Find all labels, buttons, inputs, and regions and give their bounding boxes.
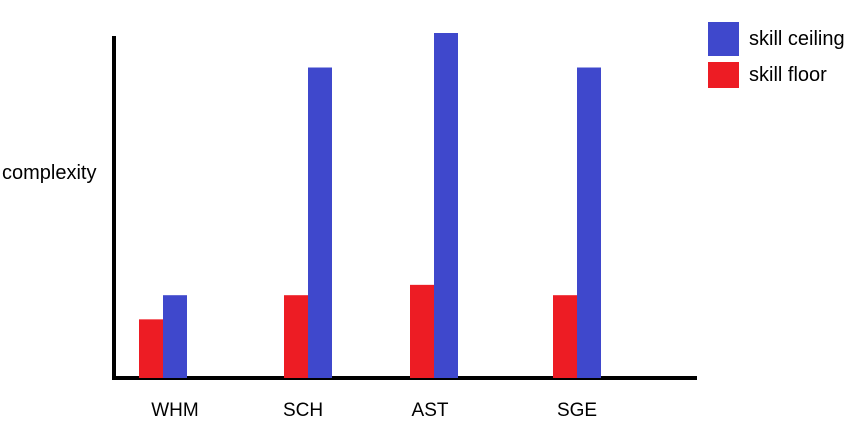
y-axis-label: complexity xyxy=(2,162,97,184)
x-tick-label-ast: AST xyxy=(412,400,449,421)
bar-sge-skill-floor xyxy=(553,295,579,378)
legend-label-skill-floor: skill floor xyxy=(749,63,827,86)
legend-item-skill-floor: skill floor xyxy=(708,62,827,88)
bar-sch-skill-floor xyxy=(284,295,310,378)
bars-group xyxy=(139,33,601,378)
x-tick-labels: WHM SCH AST SGE xyxy=(151,400,597,421)
legend-swatch-skill-floor xyxy=(708,62,739,88)
bar-sge-skill-ceiling xyxy=(577,67,601,378)
x-tick-label-sge: SGE xyxy=(557,400,597,421)
bar-whm-skill-floor xyxy=(139,319,165,378)
bar-whm-skill-ceiling xyxy=(163,295,187,378)
legend-label-skill-ceiling: skill ceiling xyxy=(749,27,845,50)
x-tick-label-whm: WHM xyxy=(151,400,198,421)
legend-swatch-skill-ceiling xyxy=(708,22,739,56)
bar-sch-skill-ceiling xyxy=(308,67,332,378)
bar-ast-skill-ceiling xyxy=(434,33,458,378)
x-tick-label-sch: SCH xyxy=(283,400,323,421)
bar-ast-skill-floor xyxy=(410,284,436,378)
legend-item-skill-ceiling: skill ceiling xyxy=(708,22,845,56)
